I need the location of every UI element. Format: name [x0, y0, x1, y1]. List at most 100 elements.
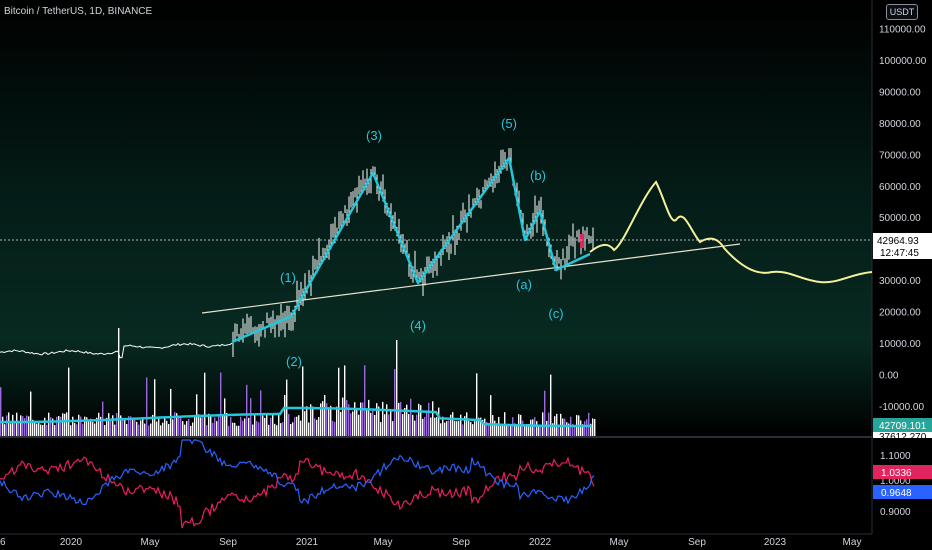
bar-countdown: 12:47:45 — [880, 248, 919, 259]
volume-bar — [292, 422, 294, 436]
volume-bar — [396, 340, 398, 436]
currency-button[interactable]: USDT — [886, 4, 918, 20]
volume-bar — [424, 416, 426, 436]
volume-bar — [232, 422, 234, 436]
volume-bar — [258, 422, 260, 436]
volume-bar — [164, 418, 166, 436]
volume-bar — [266, 413, 268, 436]
elliott-wave-line[interactable] — [231, 156, 591, 344]
volume-bar — [392, 421, 394, 436]
time-label: May — [374, 537, 393, 548]
volume-bar — [592, 418, 594, 436]
volume-bar — [342, 397, 344, 436]
volume-bar — [312, 406, 314, 436]
volume-bar — [248, 417, 250, 436]
volume-bar — [486, 422, 488, 436]
volume-bar — [512, 417, 514, 436]
volume-bar — [6, 415, 8, 436]
volume-ma-value: 42709.101 — [879, 421, 927, 432]
volume-bar — [100, 416, 102, 436]
volume-bar — [8, 412, 10, 436]
time-label: May — [141, 537, 160, 548]
volume-bar — [334, 422, 336, 436]
volume-bar — [216, 421, 218, 436]
symbol-title: Bitcoin / TetherUS, 1D, BINANCE — [4, 6, 153, 17]
volume-bar — [546, 420, 548, 436]
price-tick: 100000.00 — [879, 56, 927, 67]
volume-bar — [90, 418, 92, 436]
volume-bar — [194, 416, 196, 436]
volume-bar — [432, 401, 434, 436]
volume-bar — [116, 412, 118, 436]
volume-bar — [440, 423, 442, 436]
volume-bar — [244, 418, 246, 436]
volume-bar — [224, 398, 226, 436]
volume-bar — [378, 406, 380, 436]
volume-bar — [354, 402, 356, 436]
time-label: 2021 — [296, 537, 319, 548]
volume-bar — [24, 418, 26, 436]
time-label: May — [610, 537, 629, 548]
volume-bar — [30, 391, 32, 436]
volume-bar — [304, 411, 306, 436]
volume-bar — [382, 401, 384, 436]
volume-bar — [188, 418, 190, 436]
candle — [580, 234, 584, 248]
volume-bar — [202, 416, 204, 436]
volume-bar — [412, 414, 414, 436]
volume-bar — [324, 395, 326, 436]
volume-bar — [348, 404, 350, 436]
volume-bar — [76, 424, 78, 436]
volume-bar — [110, 418, 112, 436]
volume-bar — [144, 423, 146, 436]
volume-bar — [508, 425, 510, 436]
volume-bar — [204, 372, 206, 436]
volume-bar — [154, 379, 156, 436]
time-axis[interactable]: 16 2020 May Sep 2021 May Sep 2022 May Sep 2023 May — [0, 537, 861, 548]
volume-bar — [156, 421, 158, 436]
volume-bar — [540, 424, 542, 436]
projection-path[interactable] — [589, 180, 873, 284]
price-tick: 70000.00 — [879, 150, 921, 161]
volume-bar — [564, 418, 566, 436]
volume-bar — [494, 420, 496, 436]
volume-bar — [326, 403, 328, 436]
volume-bar — [96, 417, 98, 436]
volume-bar — [36, 423, 38, 436]
osc-tick: 1.0000 — [880, 476, 911, 487]
volume-bar — [360, 402, 362, 436]
wave-label: (b) — [530, 168, 546, 183]
volume-bar — [488, 424, 490, 436]
volume-bar — [48, 412, 50, 436]
volume-bar — [44, 417, 46, 436]
volume-bar — [474, 421, 476, 436]
volume-bar — [172, 419, 174, 436]
volume-bar — [370, 412, 372, 436]
volume-bar — [198, 414, 200, 436]
volume-bar — [46, 424, 48, 436]
volume-bar — [182, 421, 184, 436]
volume-bar — [22, 416, 24, 436]
volume-bar — [98, 412, 100, 436]
volume-bar — [10, 423, 12, 436]
wave-label: (4) — [410, 318, 426, 333]
volume-bar — [294, 417, 296, 436]
volume-bar — [122, 417, 124, 436]
volume-bar — [530, 419, 532, 436]
volume-bar — [310, 404, 312, 436]
volume-bar — [148, 425, 150, 436]
volume-bar — [212, 422, 214, 436]
volume-bar — [290, 423, 292, 436]
volume-bar — [522, 420, 524, 436]
volume-bar — [328, 407, 330, 436]
volume-bar — [120, 415, 122, 436]
volume-bar — [220, 372, 222, 436]
support-trendline[interactable] — [201, 243, 741, 314]
volume-bar — [454, 420, 456, 436]
volume-bar — [472, 424, 474, 436]
volume-bar — [222, 414, 224, 436]
volume-bar — [192, 422, 194, 436]
volume-bar — [214, 417, 216, 436]
volume-bar — [234, 422, 236, 436]
